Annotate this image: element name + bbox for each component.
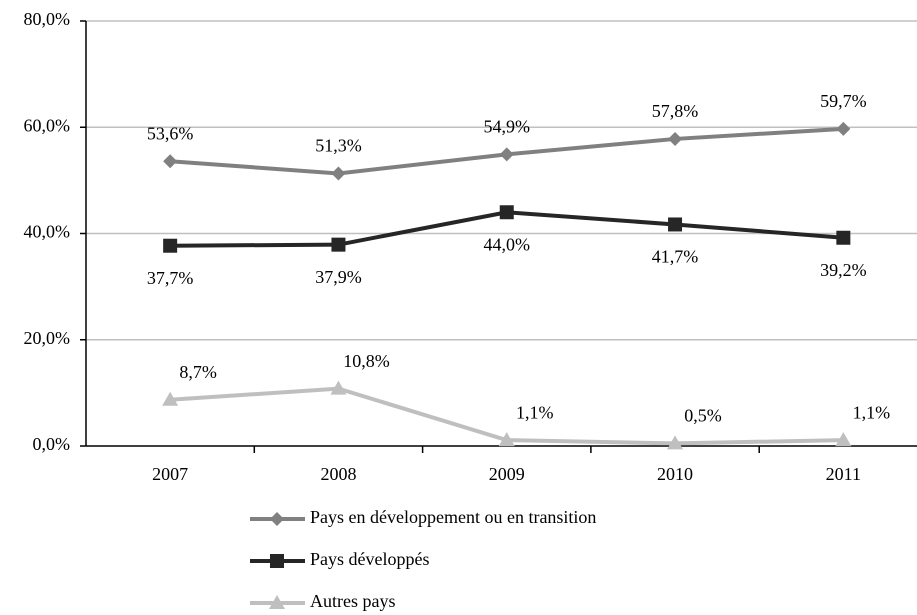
- data-point: [331, 237, 346, 252]
- data-label: 51,3%: [315, 136, 362, 156]
- data-label: 39,2%: [820, 260, 867, 280]
- x-tick-label: 2008: [320, 464, 356, 484]
- legend-marker: [270, 554, 284, 568]
- data-point: [162, 391, 179, 406]
- legend-label: Autres pays: [310, 591, 395, 611]
- data-point: [836, 230, 851, 245]
- data-label: 1,1%: [516, 402, 554, 422]
- data-label: 0,5%: [684, 405, 722, 425]
- data-point: [499, 147, 514, 162]
- y-tick-label: 60,0%: [24, 115, 71, 135]
- data-label: 54,9%: [484, 116, 531, 136]
- y-tick-label: 80,0%: [24, 9, 71, 29]
- x-tick-label: 2007: [152, 464, 188, 484]
- data-point: [836, 121, 851, 136]
- x-tick-label: 2011: [826, 464, 861, 484]
- y-tick-label: 40,0%: [24, 222, 71, 242]
- legend-marker: [270, 512, 284, 526]
- data-point: [668, 131, 683, 146]
- data-point: [331, 166, 346, 181]
- data-label: 44,0%: [484, 234, 531, 254]
- data-point: [330, 380, 347, 395]
- data-point: [835, 432, 852, 447]
- data-point: [499, 205, 514, 220]
- data-label: 57,8%: [652, 101, 699, 121]
- x-tick-label: 2010: [657, 464, 693, 484]
- data-label: 41,7%: [652, 247, 699, 267]
- data-point: [163, 154, 178, 169]
- data-point: [163, 238, 178, 253]
- data-label: 37,9%: [315, 267, 362, 287]
- data-point: [498, 432, 515, 447]
- legend-label: Pays en développement ou en transition: [310, 507, 596, 527]
- data-label: 1,1%: [853, 402, 891, 422]
- legend-label: Pays développés: [310, 549, 429, 569]
- data-label: 53,6%: [147, 123, 194, 143]
- y-tick-label: 0,0%: [33, 434, 71, 454]
- data-label: 37,7%: [147, 268, 194, 288]
- data-label: 59,7%: [820, 91, 867, 111]
- y-tick-label: 20,0%: [24, 328, 71, 348]
- data-label: 10,8%: [343, 351, 390, 371]
- legend-marker: [269, 595, 285, 609]
- x-tick-label: 2009: [489, 464, 525, 484]
- data-label: 8,7%: [179, 362, 217, 382]
- data-point: [668, 217, 683, 232]
- data-point: [667, 435, 684, 450]
